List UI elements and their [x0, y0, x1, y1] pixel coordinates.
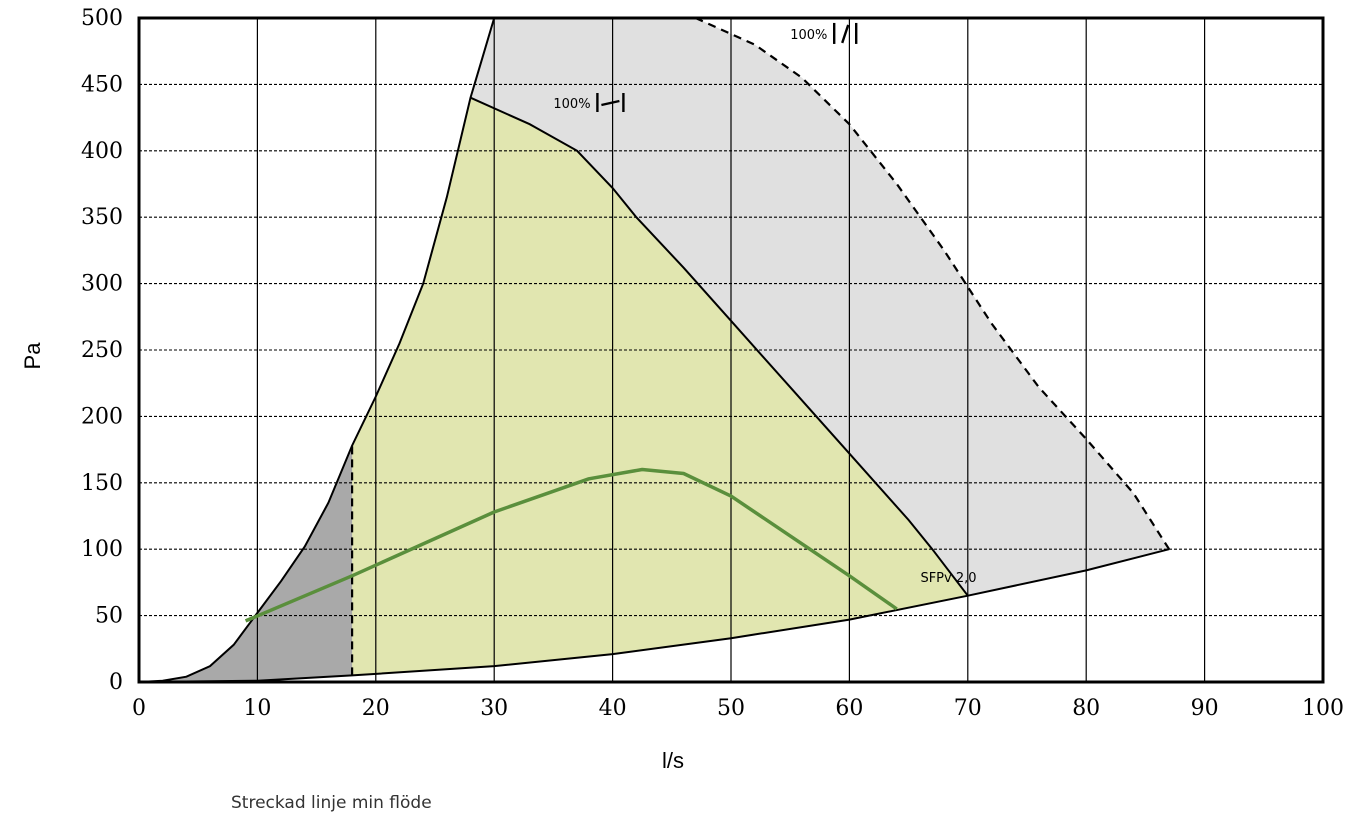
max-speed-full-curve [695, 18, 1171, 550]
damper-open-icon [833, 22, 858, 44]
y-tick-label: 500 [81, 6, 123, 31]
annotation-100-limited: 100% [553, 97, 590, 112]
upper-system-curve [139, 18, 496, 682]
y-axis-title: Pa [20, 342, 45, 370]
lower-system-curve [139, 548, 1170, 682]
x-tick-label: 50 [717, 696, 745, 721]
footnote-min-flow: Streckad linje min flöde [231, 793, 432, 813]
sfp-curve [244, 467, 898, 623]
x-tick-label: 20 [362, 696, 390, 721]
plot-frame [137, 16, 1325, 684]
y-tick-label: 300 [81, 272, 123, 297]
x-tick-label: 10 [243, 696, 271, 721]
min-flow-region [139, 445, 353, 682]
x-tick-label: 30 [480, 696, 508, 721]
y-tick-label: 50 [95, 604, 123, 629]
x-tick-label: 80 [1072, 696, 1100, 721]
y-tick-label: 150 [81, 471, 123, 496]
x-tick-label: 0 [132, 696, 146, 721]
x-tick-label: 40 [599, 696, 627, 721]
x-tick-label: 60 [835, 696, 863, 721]
annotation-sfp: SFPv 2,0 [920, 571, 976, 586]
damper-closed-icon [596, 92, 625, 112]
y-tick-label: 400 [81, 139, 123, 164]
y-tick-label: 250 [81, 338, 123, 363]
y-tick-label: 350 [81, 205, 123, 230]
annotation-100-full: 100% [790, 28, 827, 43]
x-tick-label: 70 [954, 696, 982, 721]
max-speed-limited-curve [470, 96, 969, 597]
x-axis-title: l/s [662, 748, 684, 773]
y-tick-label: 100 [81, 537, 123, 562]
y-tick-label: 450 [81, 72, 123, 97]
x-tick-label: 100 [1302, 696, 1344, 721]
green-region [352, 97, 968, 676]
x-tick-label: 90 [1191, 696, 1219, 721]
y-tick-label: 0 [109, 670, 123, 695]
y-tick-label: 200 [81, 404, 123, 429]
